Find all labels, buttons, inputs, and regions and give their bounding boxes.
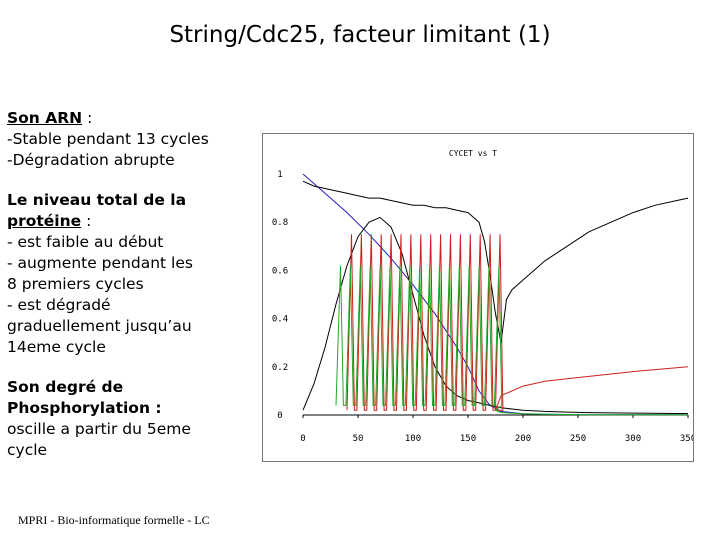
- protein-block: Le niveau total de la protéine : - est f…: [7, 190, 237, 358]
- protein-line-1: - est faible au début: [7, 233, 164, 251]
- y-tick-label: 0.4: [272, 315, 288, 325]
- protein-line-6: 14eme cycle: [7, 338, 106, 356]
- series-line-2: [302, 216, 689, 415]
- x-tick-label: 100: [405, 434, 421, 444]
- x-tick-label: 300: [625, 434, 641, 444]
- y-tick-label: 1: [277, 170, 282, 180]
- arn-heading-line: Son ARN :: [7, 108, 237, 129]
- x-tick-label: 250: [570, 434, 586, 444]
- plot-frame: CYCET vs T 05010015020025030035000.20.40…: [262, 133, 694, 462]
- footer-text: MPRI - Bio-informatique formelle - LC: [18, 513, 210, 527]
- line-chart: CYCET vs T 05010015020025030035000.20.40…: [272, 149, 693, 444]
- protein-heading-2: protéine: [7, 212, 82, 230]
- x-tick-label: 200: [515, 434, 531, 444]
- y-tick-label: 0.6: [272, 266, 288, 276]
- arn-block: Son ARN : -Stable pendant 13 cycles -Dég…: [7, 108, 237, 171]
- protein-heading-1: Le niveau total de la: [7, 191, 187, 209]
- x-tick-label: 0: [300, 434, 305, 444]
- slide-title: String/Cdc25, facteur limitant (1): [169, 22, 551, 48]
- protein-line-2: - augmente pendant les: [7, 254, 193, 272]
- x-tick-label: 150: [460, 434, 476, 444]
- chart-series: [302, 173, 689, 416]
- phospho-heading-2: Phosphorylation :: [7, 399, 162, 417]
- protein-heading-line-2: protéine :: [7, 211, 237, 232]
- x-tick-label: 50: [353, 434, 364, 444]
- protein-colon: :: [81, 212, 92, 230]
- chart-axes: 0 50 100 150 200 250 300 350 0 0.2 0.4 0.6 0.8 1: [272, 170, 693, 444]
- x-tick-label: 350: [680, 434, 693, 444]
- series-line-5: [335, 265, 688, 416]
- y-tick-label: 0: [277, 411, 282, 421]
- series-line-4: [346, 234, 689, 411]
- chart-title: CYCET vs T: [449, 149, 497, 158]
- arn-line-2: -Dégradation abrupte: [7, 151, 175, 169]
- y-tick-label: 0.2: [272, 363, 288, 373]
- y-tick-label: 0.8: [272, 218, 288, 228]
- description-text: Son ARN : -Stable pendant 13 cycles -Dég…: [7, 108, 237, 480]
- series-line-3: [302, 180, 689, 343]
- arn-colon: :: [82, 109, 93, 127]
- phospho-line-2: cycle: [7, 441, 48, 459]
- protein-line-5: graduellement jusqu’au: [7, 317, 192, 335]
- protein-line-4: - est dégradé: [7, 296, 111, 314]
- phospho-line-1: oscille a partir du 5eme: [7, 420, 191, 438]
- phospho-heading-1: Son degré de: [7, 378, 124, 396]
- phospho-block: Son degré de Phosphorylation : oscille a…: [7, 377, 237, 461]
- protein-line-3: 8 premiers cycles: [7, 275, 144, 293]
- arn-line-1: -Stable pendant 13 cycles: [7, 130, 209, 148]
- arn-heading: Son ARN: [7, 109, 83, 127]
